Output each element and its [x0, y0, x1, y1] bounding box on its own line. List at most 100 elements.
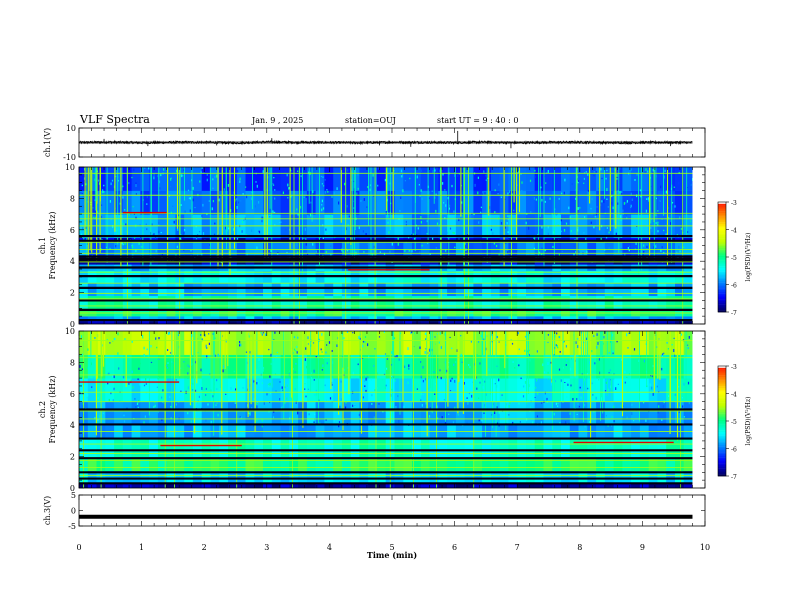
spectrogram-speckle — [558, 213, 560, 215]
spectrogram-band-cell — [184, 242, 194, 256]
spectrogram-band-cell — [534, 320, 544, 324]
spectrogram-speckle — [381, 378, 383, 381]
spectrogram-speckle — [454, 406, 456, 409]
spectrogram-band-cell — [192, 331, 203, 355]
spectrogram-speckle — [456, 394, 458, 398]
spectrogram-speckle — [658, 405, 660, 408]
spectrogram-speckle — [585, 171, 587, 173]
spectrogram-speckle — [636, 194, 638, 198]
spectrogram-band-cell — [350, 378, 360, 402]
spectrogram-band-cell — [648, 316, 658, 322]
spectrogram-speckle — [270, 353, 272, 357]
spectrogram-band-cell — [201, 437, 211, 457]
spectrogram-speckle — [566, 395, 568, 398]
spectrogram-speckle — [212, 187, 214, 189]
spectrogram-speckle — [333, 420, 335, 422]
spectrogram-speckle — [584, 425, 586, 428]
spectrogram-speckle — [85, 226, 87, 229]
spectrogram-band-cell — [508, 483, 518, 488]
spectrogram-band-cell — [228, 378, 238, 402]
spectrogram-speckle — [436, 376, 438, 379]
spectrogram-band-cell — [377, 354, 387, 379]
spectrogram-speckle — [304, 227, 306, 231]
spectrogram-band-cell — [333, 378, 343, 402]
spectrogram-band-cell — [79, 295, 89, 309]
spectrogram-band-cell — [271, 308, 281, 317]
colorbar-swatch — [718, 465, 726, 468]
spectrogram-band-cell — [192, 354, 203, 379]
spectrogram-band-cell — [403, 320, 413, 324]
spectrogram-speckle — [101, 344, 104, 347]
spectrogram-band-cell — [254, 308, 264, 317]
colorbar-swatch — [718, 474, 726, 477]
spectrogram-speckle — [477, 191, 479, 195]
spectrogram-speckle — [656, 385, 658, 388]
spectrogram-speckle — [297, 170, 299, 172]
spectrogram-speckle — [310, 372, 312, 374]
spectrogram-band-cell — [359, 283, 369, 297]
spectrogram-band-cell — [447, 483, 457, 488]
spectrogram-band-cell — [613, 316, 623, 322]
spectrogram-band-cell — [377, 470, 387, 484]
spectrogram-speckle — [178, 207, 180, 210]
spectrogram-speckle — [452, 231, 454, 234]
spectrogram-speckle — [639, 189, 642, 192]
spectrogram-band-cell — [298, 470, 308, 484]
spectrogram-band-cell — [87, 283, 97, 297]
spectrogram-band-cell — [368, 378, 378, 402]
spectrogram-band-cell — [122, 456, 132, 471]
spectrogram-band-cell — [324, 167, 334, 191]
spectrogram-speckle — [577, 207, 579, 210]
spectrogram-band-cell — [447, 354, 457, 379]
spectrogram-band-cell — [377, 295, 387, 309]
spectrogram-speckle — [558, 197, 560, 200]
spectrogram-speckle — [360, 357, 362, 360]
spectrogram-speckle — [249, 411, 251, 415]
spectrogram-band-cell — [114, 456, 124, 471]
spectrogram-speckle — [436, 417, 439, 419]
spectrogram-band-cell — [377, 190, 387, 215]
spectrogram-speckle — [82, 227, 84, 230]
spectrogram-band-cell — [639, 354, 650, 379]
spectrogram-speckle — [274, 331, 276, 334]
spectrogram-speckle — [650, 226, 652, 229]
spectrogram-speckle — [307, 343, 309, 345]
spectrogram-speckle — [112, 399, 114, 403]
spectrogram-band-cell — [114, 295, 124, 309]
spectrogram-band-cell — [201, 242, 211, 256]
spectrogram-speckle — [262, 369, 264, 372]
spectrogram-band-cell — [526, 483, 536, 488]
spectrogram-band-cell — [438, 316, 448, 322]
spectrogram-speckle — [634, 179, 636, 181]
spectrogram-band-cell — [280, 470, 290, 484]
spectrogram-band-cell — [631, 320, 641, 324]
spectrogram-speckle — [500, 196, 502, 198]
spectrogram-band-cell — [289, 331, 299, 355]
spectrogram-speckle — [308, 215, 310, 217]
spectrogram-speckle — [390, 395, 392, 397]
colorbar-swatch — [718, 452, 726, 455]
spectrogram-speckle — [109, 342, 111, 344]
spectrogram-speckle — [678, 411, 680, 413]
spectrogram-speckle — [520, 377, 522, 380]
spectrogram-speckle — [451, 347, 453, 349]
spectrogram-band-cell — [569, 295, 579, 309]
spectrogram-band-cell — [306, 167, 317, 191]
spectrogram-speckle — [557, 224, 559, 226]
spectrogram-speckle — [272, 183, 274, 185]
spectrogram-band-cell — [596, 308, 606, 317]
spectrogram-band-cell — [631, 283, 641, 297]
spectrogram-band-cell — [105, 283, 115, 297]
spectrogram-band-cell — [473, 470, 483, 484]
spectrogram-speckle — [124, 338, 126, 340]
spectrogram-speckle — [687, 344, 689, 346]
spectrogram-speckle — [417, 226, 419, 228]
spectrogram-band-cell — [192, 483, 203, 488]
spectrogram-speckle — [678, 182, 680, 185]
spectrogram-speckle — [217, 353, 219, 357]
spectrogram-speckle — [557, 346, 559, 349]
spectrogram-speckle — [100, 215, 103, 218]
spectrogram-band-cell — [543, 470, 553, 484]
spectrogram-speckle — [608, 351, 610, 354]
spectrogram-speckle — [276, 355, 278, 357]
